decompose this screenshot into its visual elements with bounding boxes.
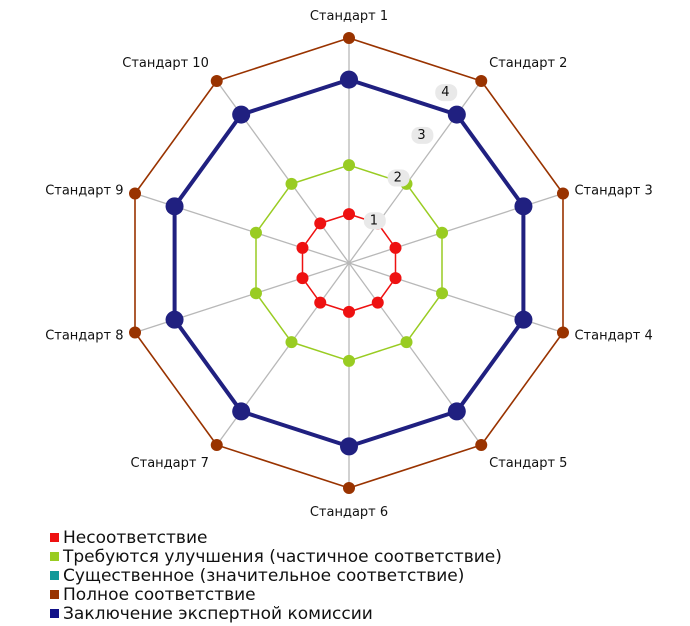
- axis-label: Стандарт 3: [574, 183, 652, 198]
- series-point: [514, 197, 533, 216]
- axis-label: Стандарт 9: [45, 183, 123, 198]
- series-point: [285, 336, 298, 349]
- legend-swatch: [50, 552, 59, 561]
- series-point: [556, 326, 569, 339]
- series-point: [129, 187, 142, 200]
- series-point: [340, 70, 358, 89]
- tick-label: 2: [394, 171, 402, 186]
- series-point: [296, 272, 309, 285]
- series-point: [129, 326, 142, 339]
- tick-label: 1: [370, 213, 378, 228]
- radar-series: [129, 32, 569, 494]
- series-point: [165, 310, 184, 329]
- tick-label-bg: [435, 84, 458, 102]
- series-point: [343, 159, 355, 172]
- radar-axis-labels: Стандарт 1 Стандарт 2 Стандарт 3 Стандарт 4…: [45, 9, 653, 520]
- legend-swatch: [50, 533, 59, 542]
- legend-label: Несоответствие: [63, 527, 208, 548]
- legend-item: Полное соответствие: [50, 584, 502, 605]
- series-point: [514, 310, 533, 329]
- series-point: [285, 177, 298, 190]
- series-point: [249, 287, 262, 300]
- tick-label-bg: [387, 169, 410, 187]
- series-point: [343, 305, 355, 318]
- series-point: [296, 241, 309, 254]
- radar-tick-labels: 1 2 3 4: [363, 84, 458, 230]
- legend-swatch: [50, 571, 59, 580]
- series-point: [343, 482, 355, 494]
- series-point: [475, 439, 488, 452]
- series-point: [436, 226, 449, 239]
- series-point: [249, 226, 262, 239]
- axis-label: Стандарт 2: [489, 56, 567, 71]
- series-point: [210, 439, 223, 452]
- series-point: [343, 32, 355, 44]
- series-point: [371, 296, 384, 309]
- tick-label-bg: [363, 212, 386, 230]
- legend-label: Существенное (значительное соответствие): [63, 565, 465, 586]
- legend-item: Требуются улучшения (частичное соответст…: [50, 546, 502, 567]
- axis-label: Стандарт 5: [489, 456, 567, 471]
- legend-item: Заключение экспертной комиссии: [50, 603, 502, 624]
- legend-item: Существенное (значительное соответствие): [50, 565, 502, 586]
- axis-label: Стандарт 8: [45, 329, 123, 344]
- series-point: [314, 217, 327, 230]
- legend-swatch: [50, 590, 59, 599]
- series-point: [343, 208, 355, 221]
- legend-item: Несоответствие: [50, 527, 502, 548]
- series-point: [475, 74, 488, 87]
- legend-swatch: [50, 609, 59, 618]
- series-point: [400, 336, 413, 349]
- series-point: [389, 241, 402, 254]
- axis-label: Стандарт 4: [574, 329, 652, 344]
- series-point: [447, 105, 466, 124]
- axis-label: Стандарт 6: [310, 505, 388, 520]
- axis-label: Стандарт 7: [131, 456, 209, 471]
- legend-label: Заключение экспертной комиссии: [63, 603, 373, 624]
- series-point: [340, 437, 358, 456]
- tick-label: 3: [417, 128, 425, 143]
- series-point: [210, 74, 223, 87]
- series-point: [447, 402, 466, 421]
- series-point: [436, 287, 449, 300]
- tick-label-bg: [411, 126, 434, 144]
- axis-label: Стандарт 1: [310, 9, 388, 24]
- axis-label: Стандарт 10: [122, 56, 209, 71]
- tick-label: 4: [441, 85, 449, 100]
- series-point: [232, 105, 251, 124]
- chart-legend: Несоответствие Требуются улучшения (част…: [50, 527, 502, 624]
- series-point: [389, 272, 402, 285]
- series-point: [314, 296, 327, 309]
- series-point: [556, 187, 569, 200]
- series-point: [165, 197, 184, 216]
- legend-label: Полное соответствие: [63, 584, 256, 605]
- series-point: [232, 402, 251, 421]
- legend-label: Требуются улучшения (частичное соответст…: [63, 546, 502, 567]
- series-point: [343, 354, 355, 367]
